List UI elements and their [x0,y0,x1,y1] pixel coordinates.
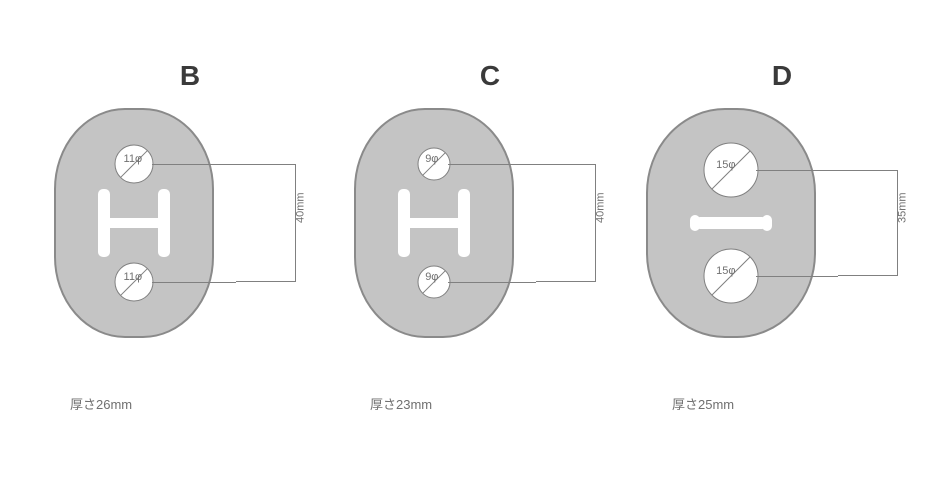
mount-shape: 9φ 9φ [354,108,514,338]
mount-diagram: 9φ9φ 40mm 厚さ23mm [340,98,640,378]
dimension-label: 40mm [295,192,307,223]
dimension-bracket: 40mm [236,164,296,282]
h-slot [690,215,772,231]
leader-line-top [448,164,536,165]
leader-line-bottom [448,282,536,283]
dimension-bracket: 40mm [536,164,596,282]
hole-dia-label: 15φ [716,265,735,277]
item-title: C [340,60,640,92]
hole-dia-label: 9φ [425,153,438,165]
item-title: B [40,60,340,92]
diagram-item-c: C 9φ9φ 40mm 厚さ23mm [340,60,640,378]
hole-dia-label: 9φ [425,271,438,283]
diagram-stage: B 11φ11φ 40mm 厚さ26mm C 9φ9φ 40mm 厚さ23mm … [0,0,950,500]
leader-line-bottom [756,276,838,277]
thickness-label: 厚さ25mm [672,394,734,413]
hole-dia-label: 11φ [124,271,143,283]
thickness-label: 厚さ23mm [370,394,432,413]
diagram-item-b: B 11φ11φ 40mm 厚さ26mm [40,60,340,378]
dimension-bracket: 35mm [838,170,898,276]
diagram-item-d: D 15φ15φ 35mm 厚さ25mm [632,60,932,378]
dimension-label: 40mm [595,192,607,223]
item-title: D [632,60,932,92]
mount-shape: 15φ 15φ [646,108,816,338]
dimension-label: 35mm [897,192,909,223]
mount-diagram: 11φ11φ 40mm 厚さ26mm [40,98,340,378]
hole-dia-label: 11φ [124,153,143,165]
mount-diagram: 15φ15φ 35mm 厚さ25mm [632,98,932,378]
hole-dia-label: 15φ [716,159,735,171]
mount-shape: 11φ 11φ [54,108,214,338]
leader-line-bottom [152,282,236,283]
leader-line-top [152,164,236,165]
thickness-label: 厚さ26mm [70,394,132,413]
leader-line-top [756,170,838,171]
